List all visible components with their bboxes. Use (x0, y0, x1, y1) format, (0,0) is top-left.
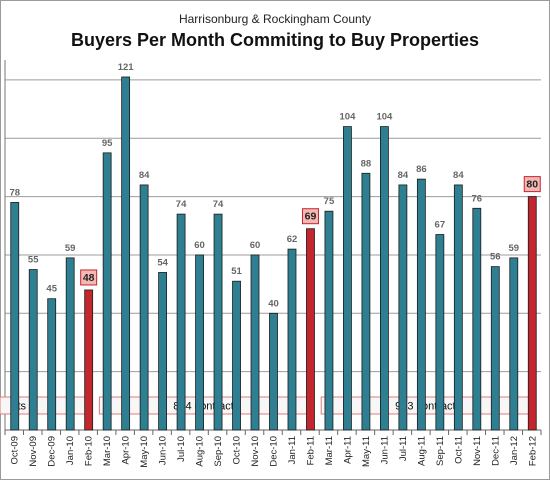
bar (84, 289, 94, 431)
bar-value-label: 59 (65, 243, 76, 254)
x-tick-label: Nov-09 (28, 436, 39, 467)
bar-value-label: 95 (102, 138, 113, 149)
x-tick-label: Jan-10 (65, 436, 76, 465)
bar-value-label: 104 (376, 112, 393, 123)
chart-title: Buyers Per Month Commiting to Buy Proper… (70, 30, 480, 50)
bar-value-label: 88 (361, 158, 372, 169)
bar (343, 126, 352, 431)
x-tick-label: Sep-11 (435, 436, 446, 466)
bar (379, 126, 389, 431)
bar-value-label: 56 (490, 252, 501, 263)
bar (269, 312, 278, 431)
bar-value-label: 84 (398, 170, 409, 181)
x-tick-label: Oct-10 (232, 436, 243, 465)
bar (158, 272, 168, 431)
bar (453, 184, 463, 431)
x-tick-label: Dec-11 (490, 436, 501, 466)
bar (287, 248, 297, 431)
x-tick-label: May-10 (139, 436, 150, 468)
x-tick-label: Jan-11 (287, 436, 298, 464)
x-tick-label: Dec-10 (269, 436, 280, 467)
bar-value-label: 84 (139, 170, 150, 181)
bar (306, 228, 315, 431)
bar-value-label: 48 (83, 272, 95, 284)
bar-value-label: 74 (213, 199, 224, 210)
x-tick-label: Jun-10 (158, 436, 169, 465)
x-tick-label: Aug-11 (416, 436, 427, 466)
x-tick-label: May-11 (361, 436, 372, 467)
x-tick-label: Sep-10 (213, 436, 224, 467)
bar-value-label: 54 (157, 257, 168, 268)
bar-value-label: 121 (118, 62, 135, 73)
bar (176, 213, 186, 431)
x-tick-label: Apr-10 (121, 436, 132, 465)
contracts-annotation-label: 963 contracts (395, 401, 462, 413)
bar (509, 257, 519, 431)
bar-value-label: 69 (305, 211, 317, 223)
bar-value-label: 86 (416, 164, 427, 175)
highlight-value-box (80, 269, 98, 286)
x-tick-label: Feb-12 (527, 436, 538, 466)
contracts-annotation-label: 844 contracts (173, 401, 240, 413)
bar (102, 152, 112, 431)
bar-value-label: 40 (268, 298, 279, 309)
bar-value-label: 67 (435, 220, 446, 231)
bar (28, 269, 38, 431)
x-tick-label: Jul-11 (398, 436, 409, 461)
bar (195, 254, 204, 431)
bar (435, 234, 445, 431)
x-tick-label: Mar-10 (102, 436, 113, 466)
x-tick-label: Oct-11 (453, 436, 464, 464)
x-tick-label: Feb-10 (84, 436, 95, 466)
bar (121, 76, 131, 431)
x-tick-label: Aug-10 (195, 436, 206, 467)
x-tick-label: Nov-11 (472, 436, 483, 466)
x-tick-label: Jul-10 (176, 436, 187, 462)
x-tick-label: Jun-11 (379, 436, 390, 464)
bar (10, 202, 20, 431)
bar-value-label: 55 (28, 255, 39, 266)
bar (324, 210, 334, 431)
bar (65, 257, 75, 431)
bar-value-label: 59 (508, 243, 519, 254)
bar (361, 172, 371, 431)
bar (139, 184, 149, 431)
bar-value-label: 84 (453, 170, 464, 181)
bar (416, 178, 426, 431)
bar-value-label: 76 (472, 193, 483, 204)
x-tick-label: Jan-12 (509, 436, 520, 465)
bar-value-label: 104 (340, 112, 357, 123)
x-tick-label: Apr-11 (342, 436, 353, 464)
bar (232, 280, 241, 431)
highlight-value-box (301, 208, 319, 225)
bar-value-label: 80 (526, 179, 538, 191)
bar (213, 213, 223, 431)
chart-subtitle: Harrisonburg & Rockingham County (178, 12, 372, 26)
bar-value-label: 74 (176, 199, 187, 210)
bar (490, 266, 500, 431)
bar (527, 196, 537, 431)
x-tick-label: Dec-09 (47, 436, 58, 467)
bar (472, 207, 482, 431)
bar-value-label: 51 (231, 266, 242, 277)
bar-value-label: 75 (324, 196, 335, 207)
bar-value-label: 60 (194, 240, 205, 251)
x-tick-label: Oct-09 (10, 436, 21, 465)
x-tick-label: Nov-10 (250, 436, 261, 467)
bar (47, 298, 57, 431)
highlight-value-box (523, 176, 541, 193)
bar-value-label: 78 (9, 187, 20, 198)
x-tick-label: Mar-11 (324, 436, 335, 465)
bar-value-label: 62 (287, 234, 298, 245)
bar (250, 254, 260, 431)
bar-value-label: 60 (250, 240, 261, 251)
x-tick-label: Feb-11 (305, 436, 316, 465)
bar (398, 184, 408, 431)
bar-value-label: 45 (46, 284, 57, 295)
